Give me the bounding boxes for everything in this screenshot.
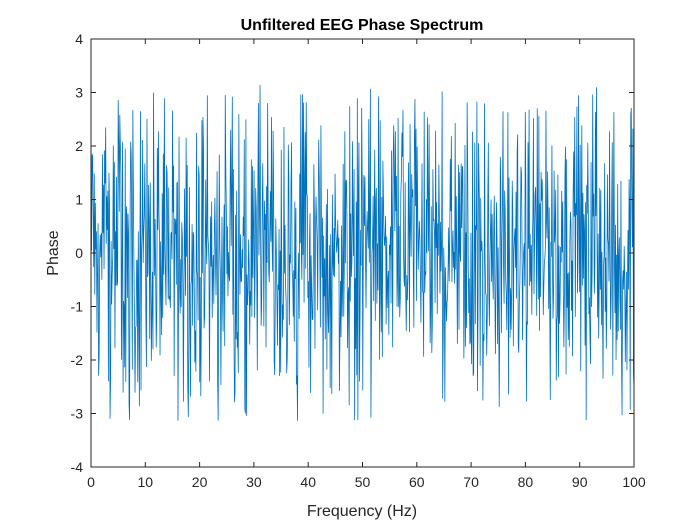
series-group bbox=[90, 84, 635, 421]
y-axis-ticks: 4 3 2 1 0 -1 -2 -3 -4 bbox=[71, 31, 634, 475]
y-tick-label: 1 bbox=[75, 192, 83, 208]
y-tick-label: -3 bbox=[71, 406, 84, 422]
x-tick-label: 40 bbox=[300, 474, 316, 490]
y-tick-label: 0 bbox=[75, 245, 83, 261]
x-axis-ticks: 0 10 20 30 40 50 60 70 80 90 100 bbox=[87, 39, 646, 490]
x-axis-label: Frequency (Hz) bbox=[307, 503, 417, 520]
y-axis-label: Phase bbox=[45, 230, 62, 275]
x-tick-label: 70 bbox=[463, 474, 479, 490]
x-tick-label: 60 bbox=[409, 474, 425, 490]
chart-title: Unfiltered EEG Phase Spectrum bbox=[241, 17, 484, 34]
y-tick-label: -1 bbox=[71, 299, 84, 315]
x-tick-label: 90 bbox=[572, 474, 588, 490]
series-line bbox=[90, 84, 635, 421]
y-tick-label: -4 bbox=[71, 459, 84, 475]
x-tick-label: 50 bbox=[355, 474, 371, 490]
x-tick-label: 0 bbox=[87, 474, 95, 490]
x-tick-label: 10 bbox=[138, 474, 154, 490]
x-tick-label: 30 bbox=[246, 474, 262, 490]
x-tick-label: 20 bbox=[192, 474, 208, 490]
y-tick-label: 4 bbox=[75, 31, 83, 47]
y-tick-label: 3 bbox=[75, 85, 83, 101]
x-tick-label: 80 bbox=[518, 474, 534, 490]
x-tick-label: 100 bbox=[622, 474, 646, 490]
y-tick-label: 2 bbox=[75, 138, 83, 154]
y-tick-label: -2 bbox=[71, 352, 84, 368]
